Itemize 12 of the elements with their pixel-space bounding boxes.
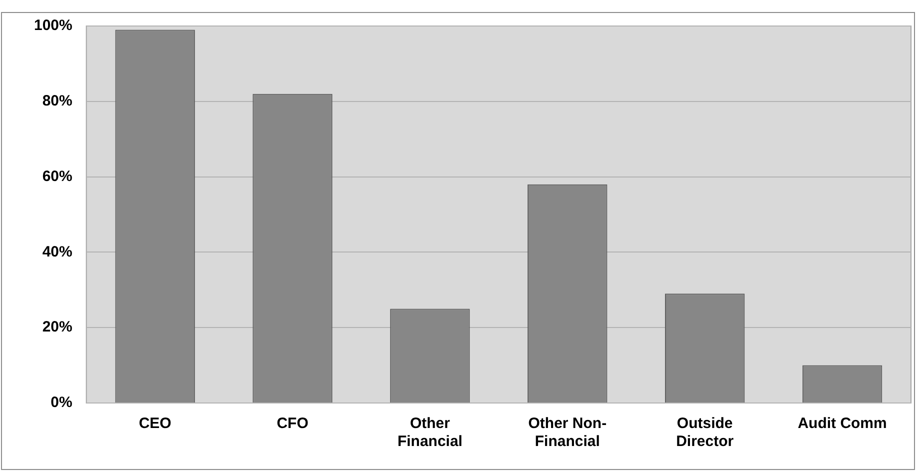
x-tick-label: Other Non-Financial <box>528 415 607 450</box>
y-tick-label: 60% <box>42 168 72 185</box>
x-tick-label: Outside Director <box>676 415 734 450</box>
x-tick-label: CFO <box>276 415 309 432</box>
x-tick-label: CEO <box>138 415 172 432</box>
x-tick-label: Audit Comm <box>798 415 887 432</box>
y-tick-label: 40% <box>42 243 72 260</box>
y-tick-label: 20% <box>42 318 72 336</box>
y-tick-label: 80% <box>42 92 72 110</box>
x-tick-label: Other Financial <box>397 415 462 450</box>
y-tick-label: 0% <box>50 394 72 412</box>
y-tick-label: 100% <box>34 17 72 34</box>
